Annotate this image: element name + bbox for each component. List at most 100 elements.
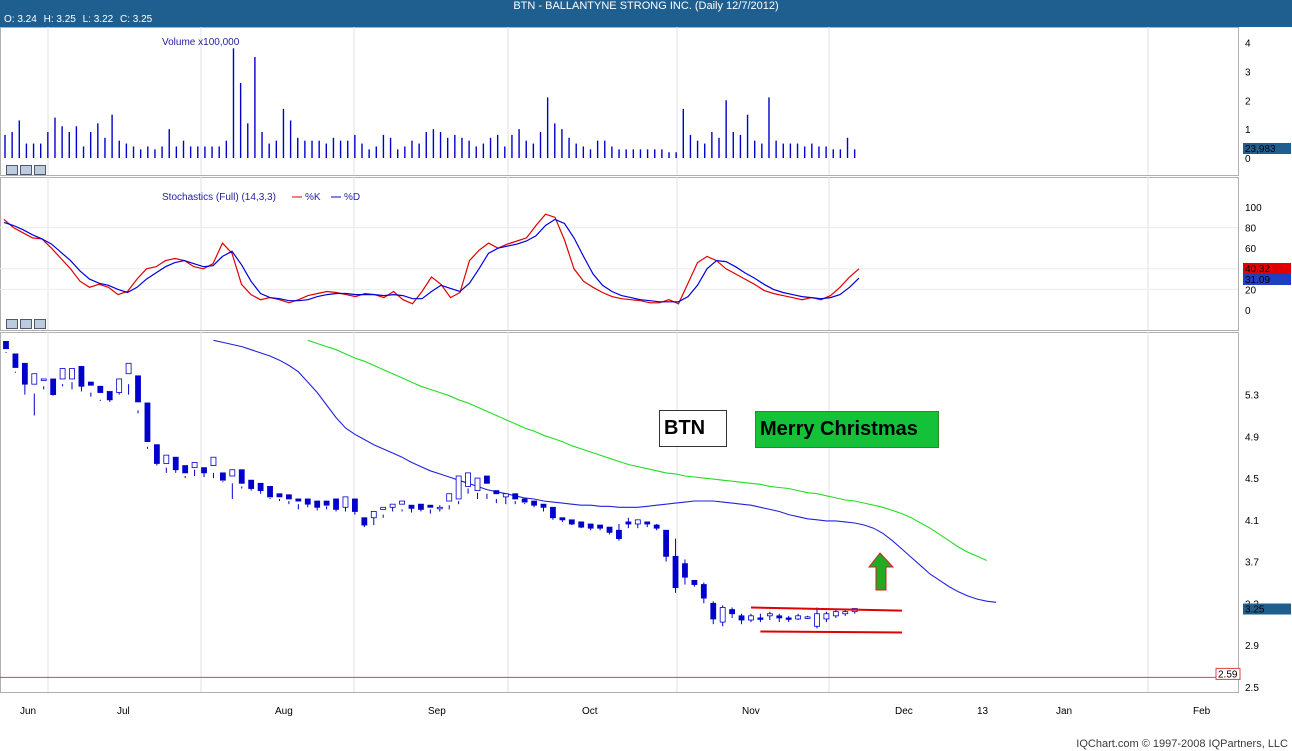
ticker-annotation: BTN (659, 410, 727, 447)
panel-close-icon[interactable] (34, 165, 46, 175)
candle-body (135, 375, 141, 403)
volume-panel-title: Volume x100,000 (162, 37, 240, 48)
candle-body (97, 385, 104, 393)
volume-axis-tick: 0 (1245, 154, 1251, 165)
panel-resize-icon[interactable] (20, 319, 32, 329)
candle (700, 582, 707, 604)
up-arrow-icon (867, 552, 895, 591)
candle (436, 505, 443, 512)
candle-body (719, 607, 726, 623)
candle-body (568, 519, 575, 525)
x-axis-tick: Sep (428, 706, 446, 717)
candle-body (248, 479, 255, 489)
candle-body (12, 353, 19, 368)
stoch-k-last-label: 40.32 (1245, 264, 1270, 275)
price-axis-tick: 4.5 (1245, 474, 1259, 485)
candle-body (182, 465, 189, 474)
candle (531, 500, 537, 508)
candle-body (474, 477, 481, 492)
panel-config-icon[interactable] (6, 165, 18, 175)
candle (229, 469, 236, 499)
candle (323, 500, 330, 510)
stoch-panel-controls[interactable] (6, 316, 48, 334)
candle-body (31, 373, 38, 385)
candle (59, 368, 66, 387)
candle-body (78, 366, 85, 387)
candle (729, 607, 736, 618)
candle-body (163, 454, 170, 464)
candle-body (201, 467, 207, 474)
candle-body (418, 503, 424, 510)
candle (748, 613, 754, 623)
panel-config-icon[interactable] (6, 319, 18, 329)
candle-body (578, 521, 585, 528)
candle (710, 601, 717, 625)
candle-body (465, 472, 471, 487)
ohlc-high: H: 3.25 (43, 14, 76, 25)
candle (40, 378, 47, 390)
candle-body (116, 378, 123, 393)
candle (474, 477, 481, 499)
candle (616, 524, 622, 541)
stoch-axis-tick: 20 (1245, 285, 1257, 296)
volume-last-badge (1243, 143, 1291, 154)
candle (314, 500, 321, 511)
stoch-d-badge (1243, 274, 1291, 285)
candle (842, 609, 849, 616)
ticker-annotation-text: BTN (664, 417, 706, 439)
candle (3, 340, 9, 353)
candle-body (238, 469, 245, 484)
candle (248, 479, 255, 491)
candle (625, 517, 632, 529)
candle (135, 375, 141, 414)
candle-body (521, 498, 528, 503)
candle-body (389, 503, 396, 508)
x-axis-tick: Feb (1193, 706, 1211, 717)
candle (163, 454, 170, 473)
ma-long-line (307, 339, 987, 562)
candle-body (172, 456, 179, 471)
candle-body (153, 444, 160, 464)
greeting-annotation-text: Merry Christmas (760, 418, 918, 440)
candle (238, 469, 245, 489)
candle (738, 613, 745, 625)
candle (153, 444, 160, 466)
x-axis-tick: Dec (895, 706, 913, 717)
candle-body (823, 613, 830, 620)
stoch-d-line (3, 218, 860, 303)
candle-body (644, 521, 651, 525)
candle-body (663, 529, 669, 557)
panel-frame (0, 332, 1239, 693)
candle-body (50, 378, 57, 396)
volume-last-label: 23,983 (1245, 144, 1276, 155)
stoch-d-last-label: 31.09 (1245, 275, 1270, 286)
price-last-label: 3.25 (1245, 605, 1265, 616)
candle (78, 366, 85, 392)
candle (399, 500, 405, 512)
volume-panel-controls[interactable] (6, 162, 48, 180)
candle-body (653, 524, 660, 529)
panel-close-icon[interactable] (34, 319, 46, 329)
candle (766, 611, 773, 620)
candle (427, 504, 434, 514)
candle-body (493, 490, 500, 495)
candle-body (361, 517, 368, 526)
candle (21, 362, 28, 395)
x-axis-tick: 13 (977, 706, 989, 717)
panel-resize-icon[interactable] (20, 165, 32, 175)
candle (172, 456, 179, 473)
candle (257, 482, 264, 494)
candle (201, 467, 207, 478)
x-axis-tick: Aug (275, 706, 293, 717)
volume-axis-tick: 3 (1245, 67, 1251, 78)
candle (512, 493, 519, 505)
candle-body (144, 402, 151, 442)
candle-body (314, 500, 321, 508)
chart-title-bar: BTN - BALLANTYNE STRONG INC. (Daily 12/7… (0, 0, 1292, 13)
resistance-line (750, 606, 903, 612)
candle (484, 475, 490, 499)
candle-body (700, 584, 707, 599)
candle-body (370, 511, 377, 519)
candle (540, 503, 547, 512)
candle (559, 517, 566, 522)
